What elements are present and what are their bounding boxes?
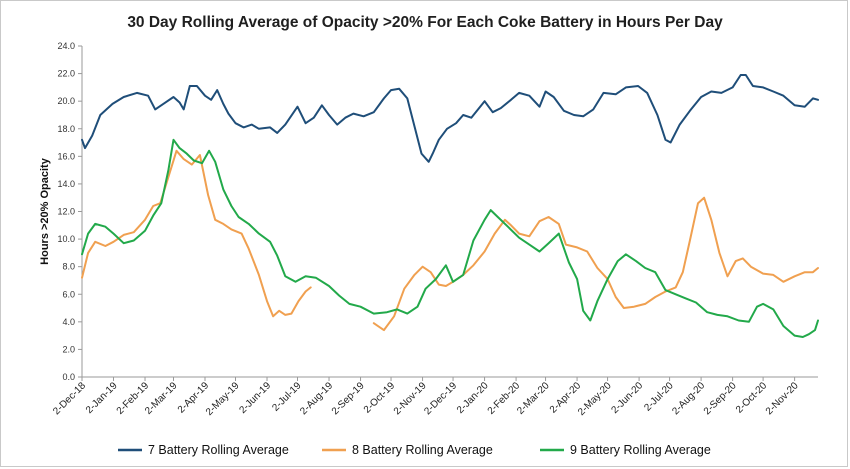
y-tick-label: 10.0	[57, 234, 75, 244]
x-tick-label: 2-Jun-19	[237, 380, 273, 416]
y-tick-label: 8.0	[62, 262, 75, 272]
series-line-2	[372, 196, 819, 332]
x-tick-label: 2-Jan-20	[455, 380, 491, 416]
series-layer	[81, 74, 819, 338]
x-tick-label: 2-May-19	[204, 380, 242, 418]
x-tick-label: 2-Dec-18	[51, 380, 88, 417]
legend: 7 Battery Rolling Average 8 Battery Rolli…	[118, 443, 711, 457]
x-tick-label: 2-May-20	[576, 380, 614, 418]
y-tick-label: 12.0	[57, 207, 75, 217]
legend-entry: 8 Battery Rolling Average	[352, 443, 493, 457]
y-tick-label: 16.0	[57, 151, 75, 161]
chart-title: 30 Day Rolling Average of Opacity >20% F…	[127, 14, 723, 31]
x-tick-label: 2-Mar-20	[515, 380, 552, 417]
x-tick-label: 2-Sep-19	[330, 380, 367, 417]
x-tick-label: 2-Sep-20	[702, 380, 739, 417]
y-axis-label: Hours >20% Opacity	[39, 157, 51, 265]
y-axis: 0.0 2.0 4.0 6.0 8.0 10.0 12.0 14.0 16.0 18.0 20.0 2…	[57, 41, 83, 382]
x-tick-label: 2-Jan-19	[84, 380, 120, 416]
y-tick-label: 24.0	[57, 41, 75, 51]
x-tick-label: 2-Aug-19	[298, 380, 335, 417]
y-tick-label: 6.0	[62, 289, 75, 299]
x-tick-label: 2-Nov-20	[764, 380, 801, 417]
series-line-0	[81, 74, 819, 163]
series-line-3	[81, 138, 819, 338]
y-tick-label: 2.0	[62, 344, 75, 354]
y-tick-label: 14.0	[57, 179, 75, 189]
y-tick-label: 22.0	[57, 69, 75, 79]
x-tick-label: 2-Dec-19	[422, 380, 459, 417]
y-tick-label: 18.0	[57, 124, 75, 134]
y-tick-label: 20.0	[57, 96, 75, 106]
legend-entry: 9 Battery Rolling Average	[570, 443, 711, 457]
series-line-1	[81, 149, 312, 318]
y-tick-label: 0.0	[62, 372, 75, 382]
x-tick-label: 2-Mar-19	[143, 380, 180, 417]
x-axis: 2-Dec-182-Jan-192-Feb-192-Mar-192-Apr-19…	[51, 376, 818, 418]
x-tick-label: 2-Jun-20	[610, 380, 646, 416]
y-tick-label: 4.0	[62, 317, 75, 327]
x-tick-label: 2-Aug-20	[670, 380, 707, 417]
legend-entry: 7 Battery Rolling Average	[148, 443, 289, 457]
